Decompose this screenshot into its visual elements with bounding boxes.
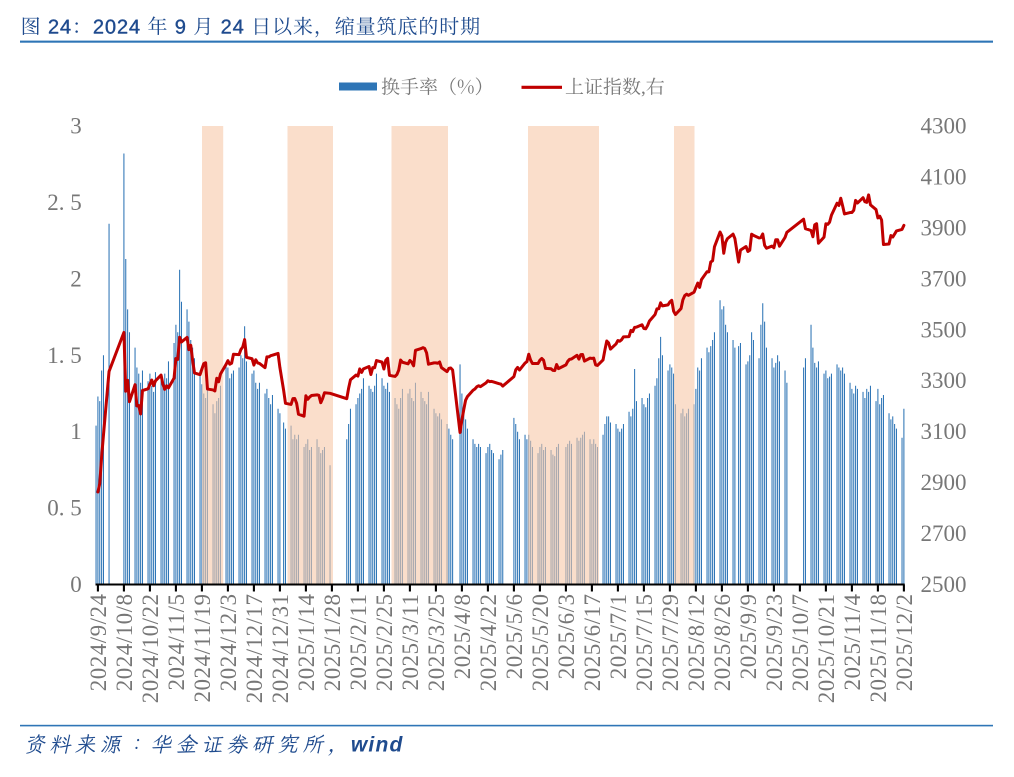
svg-text:0. 5: 0. 5	[47, 496, 82, 521]
svg-text:2024/11/5: 2024/11/5	[164, 594, 189, 691]
svg-text:2: 2	[70, 266, 82, 291]
svg-text:2024/12/3: 2024/12/3	[216, 594, 241, 692]
svg-text:1. 5: 1. 5	[47, 343, 82, 368]
svg-text:2025/9/9: 2025/9/9	[736, 594, 761, 680]
svg-text:2025/3/25: 2025/3/25	[424, 594, 449, 692]
svg-text:2024/11/19: 2024/11/19	[190, 594, 215, 703]
svg-text:2900: 2900	[921, 470, 967, 495]
svg-text:3: 3	[70, 114, 82, 139]
svg-text:0: 0	[70, 572, 82, 597]
svg-text:2025/8/26: 2025/8/26	[710, 594, 735, 692]
svg-text:2025/9/23: 2025/9/23	[762, 594, 787, 692]
svg-text:2025/12/2: 2025/12/2	[892, 594, 917, 692]
svg-text:2025/4/22: 2025/4/22	[476, 594, 501, 692]
svg-text:wind: wind	[351, 734, 404, 757]
svg-text:3700: 3700	[921, 266, 967, 291]
svg-text:2025/11/4: 2025/11/4	[840, 594, 865, 691]
svg-text:2025/7/15: 2025/7/15	[632, 594, 657, 692]
svg-text:2025/3/11: 2025/3/11	[398, 594, 423, 691]
svg-text:4100: 4100	[921, 164, 967, 189]
svg-text:2025/1/14: 2025/1/14	[294, 594, 319, 692]
svg-text:2025/4/8: 2025/4/8	[450, 594, 475, 680]
svg-text:2025/5/6: 2025/5/6	[502, 594, 527, 680]
svg-text:2025/6/3: 2025/6/3	[554, 594, 579, 680]
svg-text:2. 5: 2. 5	[47, 190, 82, 215]
svg-text:2025/10/21: 2025/10/21	[814, 594, 839, 704]
svg-text:2024/12/31: 2024/12/31	[268, 594, 293, 704]
svg-text:4300: 4300	[921, 114, 967, 139]
svg-text:2025/7/29: 2025/7/29	[658, 594, 683, 692]
svg-text:2024/9/24: 2024/9/24	[86, 594, 111, 692]
svg-text:3100: 3100	[921, 419, 967, 444]
svg-text:3500: 3500	[921, 317, 967, 342]
svg-text:2025/11/18: 2025/11/18	[866, 594, 891, 703]
svg-text:2500: 2500	[921, 572, 967, 597]
svg-text:1: 1	[70, 419, 82, 444]
svg-text:2025/1/28: 2025/1/28	[320, 594, 345, 692]
svg-text:2024/12/17: 2024/12/17	[242, 594, 267, 704]
svg-text:2024/10/22: 2024/10/22	[138, 594, 163, 704]
svg-text:2025/2/25: 2025/2/25	[372, 594, 397, 692]
svg-text:2025/10/7: 2025/10/7	[788, 594, 813, 692]
svg-text:2025/5/20: 2025/5/20	[528, 594, 553, 692]
svg-text:2025/2/11: 2025/2/11	[346, 594, 371, 691]
svg-text:2700: 2700	[921, 521, 967, 546]
svg-text:2025/7/1: 2025/7/1	[606, 594, 631, 680]
svg-text:2025/6/17: 2025/6/17	[580, 594, 605, 692]
svg-text:3300: 3300	[921, 368, 967, 393]
svg-text:2024/10/8: 2024/10/8	[112, 594, 137, 692]
svg-text:3900: 3900	[921, 215, 967, 240]
svg-text:2025/8/12: 2025/8/12	[684, 594, 709, 692]
